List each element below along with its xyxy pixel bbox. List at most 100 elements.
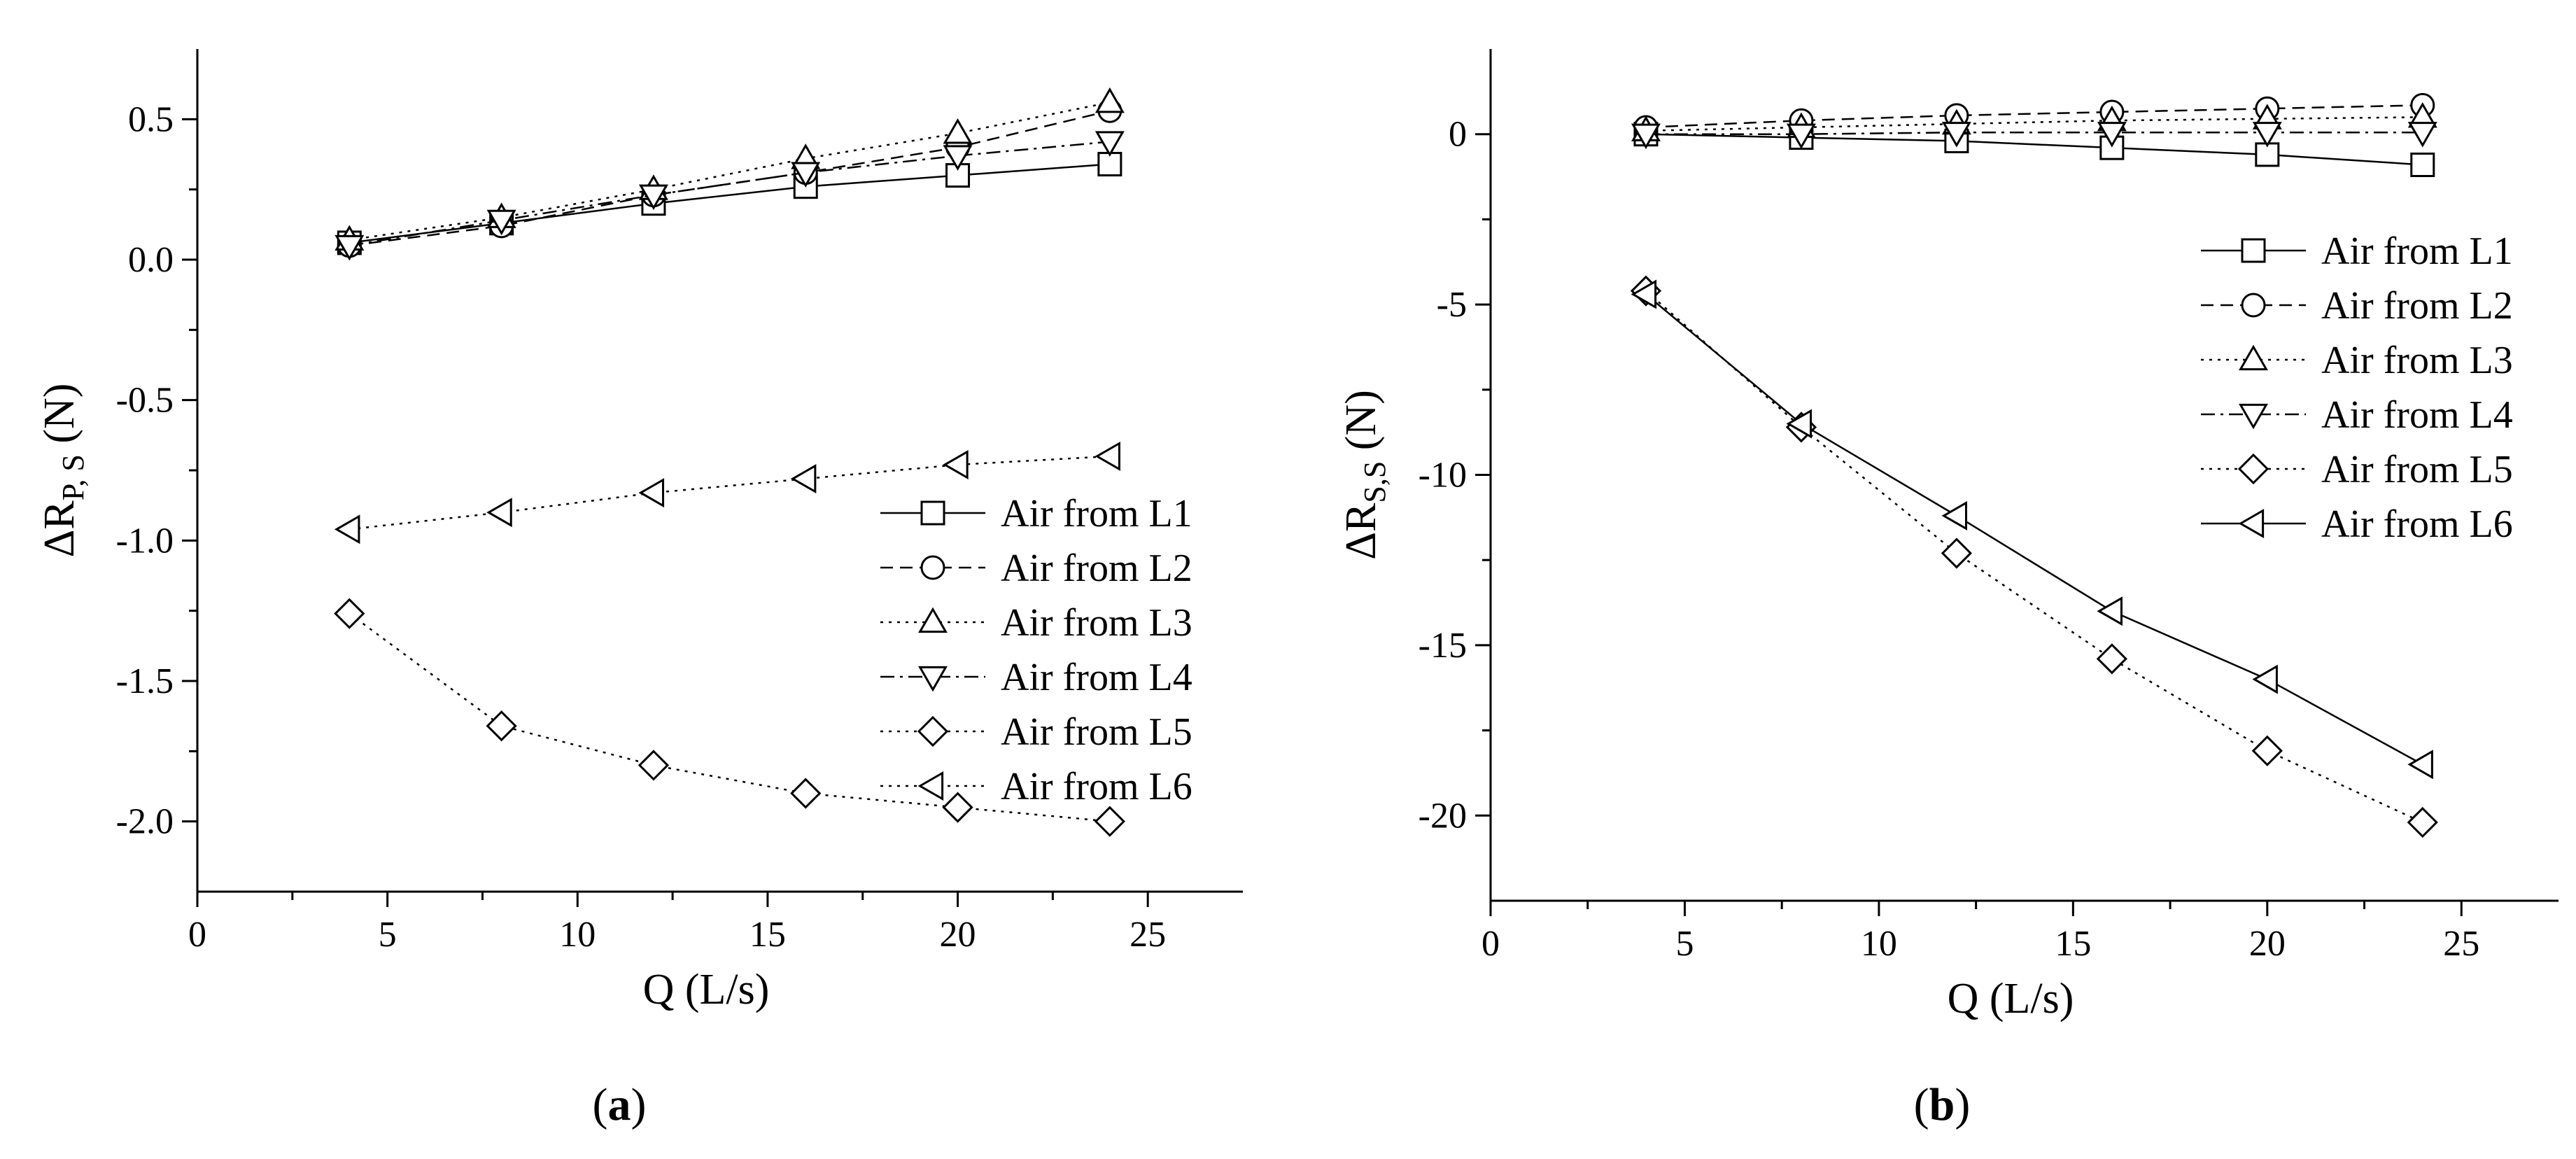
x-axis-label: Q (L/s) [643,966,770,1013]
data-point-l3 [943,118,973,144]
legend-entry-l3: Air from L3 [1001,601,1192,645]
data-point-l4 [943,145,973,171]
y-tick-label: -1.0 [116,521,174,561]
series-line-l6 [349,455,1110,531]
legend-entry-l2: Air from L2 [1001,547,1192,590]
data-point-l6 [1095,441,1120,471]
data-point-l4 [638,184,668,211]
data-point-l5 [2251,735,2283,766]
data-point-l1 [2410,153,2435,178]
legend-marker-l2 [2241,293,2266,318]
data-point-l5 [2096,643,2127,675]
y-axis-label: ΔRP, S (N) [36,384,90,558]
series-line-l1 [1645,133,2423,166]
x-tick-label: 0 [1481,924,1500,964]
data-point-l6 [638,478,665,508]
legend-entry-l6: Air from L6 [1001,765,1192,808]
data-point-l5 [486,710,517,742]
legend-marker-l1 [2241,238,2266,263]
legend-entry-l1: Air from L1 [1001,492,1192,535]
legend-entry-l3: Air from L3 [2321,339,2513,382]
legend-marker-l1 [920,500,945,526]
data-point-l4 [1941,122,1971,148]
y-tick-label: 0 [1449,115,1467,155]
data-point-l4 [2252,122,2282,148]
data-point-l4 [335,234,365,261]
data-point-l6 [1941,500,1967,531]
data-point-l4 [2097,122,2127,148]
data-point-l6 [486,498,512,528]
data-point-l4 [1095,131,1125,157]
data-point-l3 [1095,87,1125,113]
data-point-l4 [486,209,516,236]
x-tick-label: 10 [1861,924,1897,964]
data-point-l5 [2407,806,2438,838]
data-point-l4 [1631,123,1661,150]
data-point-l4 [2407,122,2437,148]
legend-entry-l5: Air from L5 [1001,710,1192,754]
series-line-l5 [1645,290,2423,824]
x-tick-label: 15 [749,915,786,955]
data-point-l5 [638,750,670,781]
legend-marker-l5 [2237,453,2269,485]
legend-marker-l3 [918,607,948,633]
series-line-l3 [349,101,1111,241]
y-tick-label: -0.5 [116,381,174,421]
data-point-l4 [1786,123,1816,150]
data-point-l5 [334,598,365,629]
chart-panel-b: 0 5 10 15 20 25 0 -5 -10 -15 -20 Q (L/s) ΔRS,S (N) Ai… [1337,49,2559,1130]
data-point-l6 [2252,664,2278,694]
legend-entry-l1: Air from L1 [2321,230,2513,273]
x-tick-label: 20 [2249,924,2286,964]
x-tick-label: 10 [559,915,596,955]
x-tick-label: 0 [188,915,206,955]
chart-panel-a: 0 5 10 15 20 25 0.5 0.0 -0.5 -1.0 -1.5 -2.0 Q (L/s) Δ… [36,49,1243,1130]
legend-marker-l3 [2239,344,2268,371]
data-point-l6 [334,514,360,545]
y-tick-label: -20 [1419,796,1467,836]
data-point-l6 [790,464,817,494]
legend-entry-l5: Air from L5 [2321,448,2513,491]
y-tick-label: -2.0 [116,802,174,842]
legend-marker-l4 [2239,403,2268,430]
series-line-l3 [1645,116,2423,132]
y-tick-label: -10 [1419,456,1467,496]
panel-label: (b) [1914,1079,1971,1130]
data-point-l4 [791,162,821,188]
legend-marker-l6 [2238,509,2265,538]
series-line-l6 [1645,293,2423,766]
data-point-l5 [1094,806,1125,837]
panel-label: (a) [593,1079,647,1130]
legend-entry-l2: Air from L2 [2321,284,2513,328]
data-point-l5 [942,792,973,823]
data-point-l6 [2407,750,2433,780]
series-line-l2 [349,110,1111,247]
x-tick-label: 25 [1129,915,1166,955]
data-point-l6 [1631,279,1657,309]
legend-entry-l6: Air from L6 [2321,503,2513,546]
legend-entry-l4: Air from L4 [2321,393,2513,437]
x-axis-label: Q (L/s) [1948,975,2074,1023]
series-line-l4 [349,141,1110,247]
data-point-l5 [1941,538,1973,569]
legend-marker-l6 [917,771,944,801]
series-line-l1 [349,163,1110,244]
legend-entry-l4: Air from L4 [1001,656,1192,699]
data-point-l5 [790,778,822,809]
y-tick-label: -5 [1437,285,1467,325]
y-tick-label: -15 [1419,626,1467,666]
data-point-l6 [1786,409,1813,439]
x-tick-label: 5 [1675,924,1694,964]
y-tick-label: -1.5 [116,661,174,701]
x-tick-label: 5 [379,915,397,955]
legend-marker-l2 [920,555,945,580]
data-point-l6 [2097,596,2123,626]
y-axis-label: ΔRS,S (N) [1337,390,1392,560]
legend-marker-l5 [917,715,949,747]
series-line-l5 [349,612,1110,822]
y-tick-label: 0.0 [128,240,174,280]
x-tick-label: 25 [2443,924,2479,964]
legend-marker-l4 [918,666,948,692]
series-line-l4 [1645,132,2423,135]
